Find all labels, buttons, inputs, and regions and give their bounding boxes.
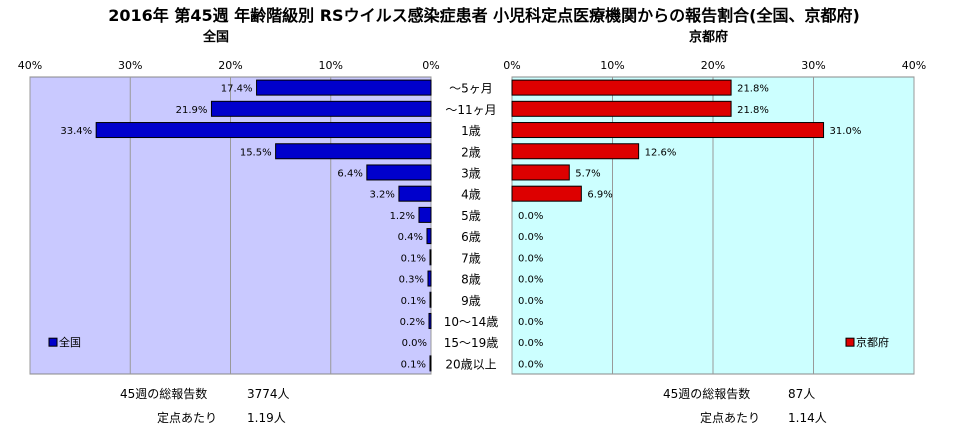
left-x-tick-label: 0%: [422, 59, 439, 72]
national-legend-swatch: [48, 337, 58, 347]
national-value-label: 6.4%: [337, 168, 362, 179]
national-bar: [398, 185, 432, 202]
kyoto-value-label: 0.0%: [518, 253, 543, 264]
national-value-label: 1.2%: [390, 211, 415, 222]
national-value-label: 33.4%: [60, 126, 92, 137]
kyoto-value-label: 6.9%: [587, 190, 612, 201]
category-label: 6歳: [461, 230, 481, 244]
kyoto-value-label: 12.6%: [645, 147, 677, 158]
kyoto-bar: [511, 122, 825, 139]
national-bar: [429, 355, 432, 372]
category-label: 1歳: [461, 124, 481, 138]
national-bar: [427, 270, 432, 287]
kyoto-value-label: 21.8%: [737, 105, 769, 116]
category-label: 7歳: [461, 251, 481, 265]
kyoto-total-label: 45週の総報告数: [663, 387, 751, 401]
chart-title: 2016年 第45週 年齢階級別 RSウイルス感染症患者 小児科定点医療機関から…: [108, 6, 860, 25]
national-per-site-label: 定点あたり: [157, 411, 218, 425]
category-label: 〜11ヶ月: [445, 103, 496, 117]
category-label: 2歳: [461, 145, 481, 159]
category-label: 5歳: [461, 209, 481, 223]
category-label: 15〜19歳: [444, 336, 499, 350]
kyoto-total-value: 87人: [788, 387, 816, 401]
category-label: 10〜14歳: [444, 315, 499, 329]
left-x-tick-label: 10%: [319, 59, 343, 72]
right-x-tick-label: 20%: [701, 59, 725, 72]
kyoto-legend-swatch: [845, 337, 855, 347]
kyoto-value-label: 31.0%: [830, 126, 862, 137]
national-bar: [429, 291, 432, 308]
national-value-label: 21.9%: [176, 105, 208, 116]
category-label: 3歳: [461, 166, 481, 180]
kyoto-value-label: 21.8%: [737, 84, 769, 95]
national-legend-label: 全国: [59, 335, 81, 349]
category-label: 〜5ヶ月: [449, 82, 493, 96]
kyoto-value-label: 0.0%: [518, 338, 543, 349]
kyoto-bar: [511, 100, 732, 117]
national-bar: [428, 312, 432, 329]
kyoto-bar: [511, 185, 582, 202]
national-bar: [426, 228, 432, 245]
kyoto-value-label: 5.7%: [575, 168, 600, 179]
national-value-label: 15.5%: [240, 147, 272, 158]
kyoto-per-site-value: 1.14人: [788, 411, 827, 425]
right-x-tick-label: 40%: [902, 59, 926, 72]
kyoto-bar: [511, 164, 570, 181]
national-value-label: 0.1%: [401, 296, 426, 307]
category-label: 9歳: [461, 294, 481, 308]
kyoto-per-site-label: 定点あたり: [700, 411, 761, 425]
national-bar: [95, 122, 432, 139]
national-bar: [256, 79, 432, 96]
kyoto-value-label: 0.0%: [518, 232, 543, 243]
kyoto-value-label: 0.0%: [518, 211, 543, 222]
national-value-label: 0.1%: [401, 359, 426, 370]
left-x-tick-label: 30%: [118, 59, 142, 72]
national-value-label: 0.2%: [400, 317, 425, 328]
national-total-label: 45週の総報告数: [120, 387, 208, 401]
national-value-label: 0.3%: [399, 275, 424, 286]
national-value-label: 0.1%: [401, 253, 426, 264]
kyoto-value-label: 0.0%: [518, 359, 543, 370]
kyoto-value-label: 0.0%: [518, 296, 543, 307]
kyoto-value-label: 0.0%: [518, 275, 543, 286]
national-total-value: 3774人: [247, 387, 290, 401]
left-panel-title: 全国: [203, 30, 230, 45]
national-value-label: 3.2%: [370, 190, 395, 201]
right-panel-title: 京都府: [689, 30, 729, 45]
kyoto-bar: [511, 79, 732, 96]
kyoto-value-label: 0.0%: [518, 317, 543, 328]
national-bar: [366, 164, 432, 181]
right-x-tick-label: 10%: [600, 59, 624, 72]
kyoto-bar: [511, 143, 640, 160]
national-value-label: 17.4%: [221, 84, 253, 95]
left-x-tick-label: 40%: [18, 59, 42, 72]
national-value-label: 0.0%: [402, 338, 427, 349]
kyoto-legend-label: 京都府: [856, 335, 889, 349]
right-x-tick-label: 0%: [503, 59, 520, 72]
national-bar: [275, 143, 432, 160]
national-bar: [210, 100, 432, 117]
category-label: 20歳以上: [445, 357, 496, 371]
category-label: 8歳: [461, 273, 481, 287]
national-bar: [429, 249, 432, 266]
left-x-tick-label: 20%: [218, 59, 242, 72]
national-per-site-value: 1.19人: [247, 411, 286, 425]
right-x-tick-label: 30%: [801, 59, 825, 72]
national-value-label: 0.4%: [398, 232, 423, 243]
category-label: 4歳: [461, 188, 481, 202]
national-bar: [418, 206, 432, 223]
